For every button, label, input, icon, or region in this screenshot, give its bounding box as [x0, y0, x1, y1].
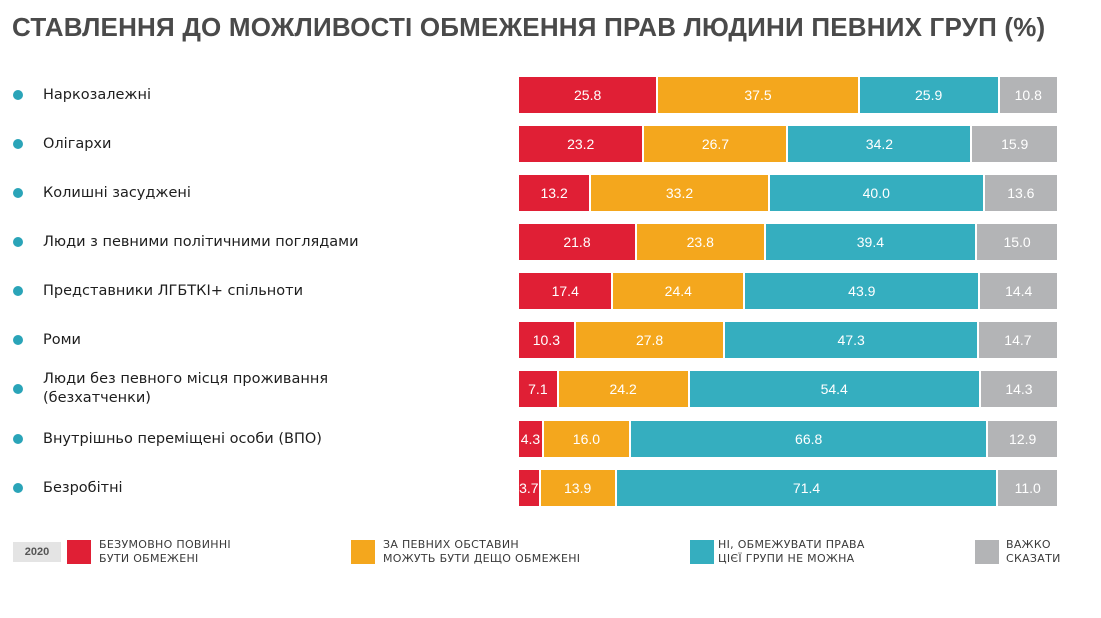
chart-row: Представники ЛГБТКІ+ спільноти 17.4 24.4 43…	[0, 273, 1101, 309]
bar-segment: 39.4	[765, 224, 976, 260]
chart-row: Безробітні 3.7 13.9 71.4 11.0	[0, 470, 1101, 506]
bullet-dot-icon	[13, 384, 23, 394]
stacked-bar: 7.1 24.2 54.4 14.3	[519, 371, 1057, 407]
category-label: Наркозалежні	[43, 86, 151, 103]
legend-swatch	[351, 540, 375, 564]
stacked-bar: 4.3 16.0 66.8 12.9	[519, 421, 1057, 457]
chart-row: Люди без певного місця проживання (безха…	[0, 371, 1101, 407]
year-tag: 2020	[13, 542, 61, 562]
bar-segment: 66.8	[630, 421, 987, 457]
bar-segment: 27.8	[575, 322, 724, 358]
stacked-bar: 3.7 13.9 71.4 11.0	[519, 470, 1057, 506]
bar-segment: 17.4	[519, 273, 612, 309]
bar-segment: 71.4	[616, 470, 997, 506]
stacked-bar: 21.8 23.8 39.4 15.0	[519, 224, 1057, 260]
bar-segment: 10.3	[519, 322, 574, 358]
bar-segment: 37.5	[658, 77, 858, 113]
chart-row: Люди з певними політичними поглядами 21.8…	[0, 224, 1101, 260]
bar-segment: 14.4	[980, 273, 1057, 309]
bar-segment: 12.9	[988, 421, 1057, 457]
chart-legend: 2020 БЕЗУМОВНО ПОВИННІ БУТИ ОБМЕЖЕНІ ЗА П…	[0, 538, 1101, 568]
bar-segment: 13.9	[540, 470, 615, 506]
legend-label: ВАЖКО СКАЗАТИ	[1006, 538, 1061, 565]
bar-segment: 47.3	[725, 322, 977, 358]
category-label: Люди без певного місця проживання (безха…	[43, 371, 329, 406]
chart-row: Олігархи 23.2 26.7 34.2 15.9	[0, 126, 1101, 162]
bullet-dot-icon	[13, 286, 23, 296]
category-label: Олігархи	[43, 135, 112, 152]
stacked-bar: 25.8 37.5 25.9 10.8	[519, 77, 1057, 113]
bar-segment: 26.7	[644, 126, 787, 162]
bar-segment: 25.9	[859, 77, 998, 113]
category-label: Роми	[43, 331, 81, 348]
bar-segment: 40.0	[769, 175, 983, 211]
bar-segment: 24.4	[613, 273, 744, 309]
stacked-bar: 10.3 27.8 47.3 14.7	[519, 322, 1057, 358]
bar-segment: 14.7	[978, 322, 1057, 358]
category-label: Колишні засуджені	[43, 184, 191, 201]
bar-segment: 34.2	[788, 126, 971, 162]
bullet-dot-icon	[13, 188, 23, 198]
stacked-bar: 23.2 26.7 34.2 15.9	[519, 126, 1057, 162]
bar-segment: 10.8	[999, 77, 1057, 113]
bar-segment: 54.4	[689, 371, 979, 407]
bar-segment: 25.8	[519, 77, 657, 113]
legend-label: НІ, ОБМЕЖУВАТИ ПРАВА ЦІЄЇ ГРУПИ НЕ МОЖНА	[718, 538, 865, 565]
bullet-dot-icon	[13, 434, 23, 444]
chart-row: Внутрішньо переміщені особи (ВПО) 4.3 16.0…	[0, 421, 1101, 457]
chart-row: Колишні засуджені 13.2 33.2 40.0 13.6	[0, 175, 1101, 211]
bullet-dot-icon	[13, 139, 23, 149]
bar-segment: 23.2	[519, 126, 643, 162]
bar-segment: 43.9	[745, 273, 979, 309]
chart-row: Наркозалежні 25.8 37.5 25.9 10.8	[0, 77, 1101, 113]
bar-segment: 13.2	[519, 175, 590, 211]
category-label: Безробітні	[43, 479, 123, 496]
bar-segment: 7.1	[519, 371, 557, 407]
bar-segment: 16.0	[543, 421, 629, 457]
legend-swatch	[690, 540, 714, 564]
stacked-bar: 13.2 33.2 40.0 13.6	[519, 175, 1057, 211]
bar-segment: 33.2	[591, 175, 768, 211]
bar-segment: 3.7	[519, 470, 539, 506]
bar-segment: 14.3	[980, 371, 1057, 407]
legend-label: ЗА ПЕВНИХ ОБСТАВИН МОЖУТЬ БУТИ ДЕЩО ОБМЕ…	[383, 538, 581, 565]
category-label: Внутрішньо переміщені особи (ВПО)	[43, 430, 322, 447]
legend-label: БЕЗУМОВНО ПОВИННІ БУТИ ОБМЕЖЕНІ	[99, 538, 231, 565]
bar-segment: 4.3	[519, 421, 542, 457]
chart-title: СТАВЛЕННЯ ДО МОЖЛИВОСТІ ОБМЕЖЕННЯ ПРАВ Л…	[12, 12, 1046, 42]
bullet-dot-icon	[13, 483, 23, 493]
bullet-dot-icon	[13, 335, 23, 345]
bar-segment: 23.8	[636, 224, 764, 260]
bar-segment: 15.9	[972, 126, 1057, 162]
bar-segment: 24.2	[558, 371, 688, 407]
bar-segment: 21.8	[519, 224, 635, 260]
stacked-bar: 17.4 24.4 43.9 14.4	[519, 273, 1057, 309]
bar-segment: 15.0	[977, 224, 1057, 260]
category-label: Люди з певними політичними поглядами	[43, 233, 359, 250]
legend-swatch	[975, 540, 999, 564]
bullet-dot-icon	[13, 90, 23, 100]
bar-segment: 13.6	[984, 175, 1057, 211]
bar-segment: 11.0	[998, 470, 1057, 506]
legend-swatch	[67, 540, 91, 564]
category-label: Представники ЛГБТКІ+ спільноти	[43, 282, 303, 299]
chart-row: Роми 10.3 27.8 47.3 14.7	[0, 322, 1101, 358]
bullet-dot-icon	[13, 237, 23, 247]
